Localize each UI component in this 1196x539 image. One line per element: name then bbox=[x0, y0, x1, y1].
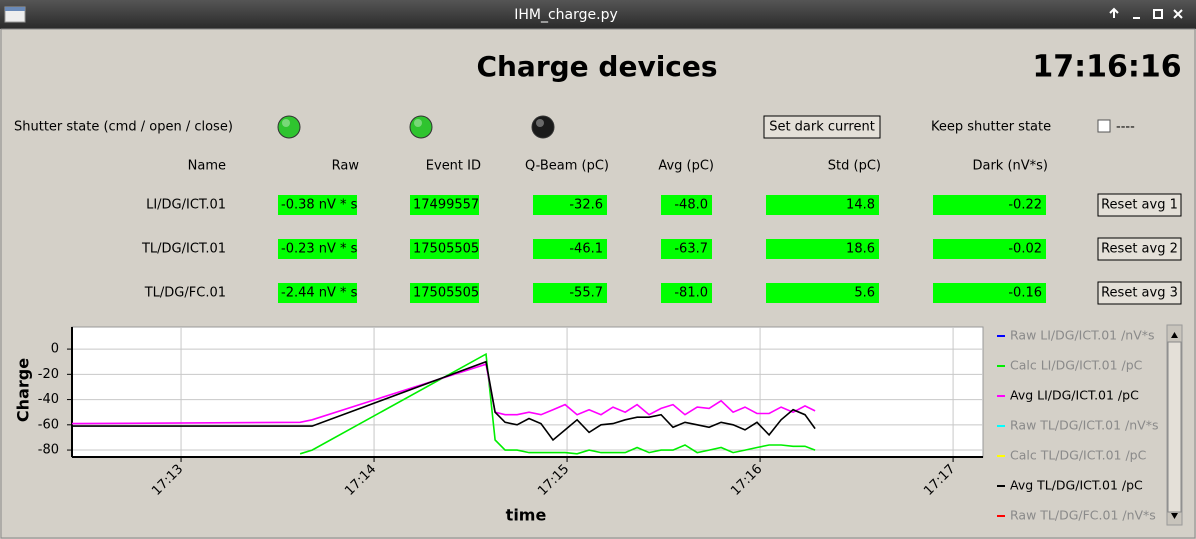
window-icon-bar bbox=[5, 7, 25, 11]
series-line bbox=[299, 352, 816, 455]
value-field bbox=[933, 239, 1046, 259]
legend-entry[interactable]: Avg LI/DG/ICT.01 /pC bbox=[1010, 388, 1139, 403]
window-buttons bbox=[1109, 7, 1183, 19]
value-text: -48.0 bbox=[674, 198, 708, 213]
legend-entry[interactable]: Avg TL/DG/ICT.01 /pC bbox=[1010, 478, 1143, 493]
value-field bbox=[410, 283, 479, 303]
value-text: 14.8 bbox=[846, 198, 875, 213]
reset-button-text[interactable]: Reset avg 1 bbox=[1101, 198, 1178, 213]
y-tick-label: 0 bbox=[51, 342, 59, 357]
clock: 17:16:16 bbox=[1032, 50, 1181, 85]
value-text: -0.22 bbox=[1008, 198, 1042, 213]
column-header: Dark (nV*s) bbox=[972, 159, 1048, 174]
page-title: Charge devices bbox=[476, 50, 717, 83]
button-maximize[interactable] bbox=[1153, 9, 1163, 19]
legend-entry[interactable]: Raw TL/DG/ICT.01 /nV*s bbox=[1010, 418, 1158, 433]
y-tick-label: -20 bbox=[38, 367, 59, 382]
column-header: Std (pC) bbox=[828, 159, 881, 174]
checkbox[interactable] bbox=[1097, 119, 1111, 133]
value-text: 5.6 bbox=[854, 286, 875, 301]
keep-label: Keep shutter state bbox=[931, 120, 1051, 135]
value-text: -0.16 bbox=[1008, 286, 1042, 301]
value-field bbox=[661, 239, 712, 259]
value-text: -81.0 bbox=[674, 286, 708, 301]
value-text: -0.38 nV * s bbox=[281, 198, 358, 213]
led-highlight bbox=[414, 119, 422, 127]
value-text: -0.02 bbox=[1008, 242, 1042, 257]
column-header: Raw bbox=[332, 159, 360, 174]
value-field bbox=[278, 239, 357, 259]
value-text: -0.23 nV * s bbox=[281, 242, 358, 257]
title-bar bbox=[0, 0, 1196, 29]
column-header: Name bbox=[188, 159, 226, 174]
reset-button[interactable] bbox=[1097, 281, 1182, 305]
value-text: -2.44 nV * s bbox=[281, 286, 358, 301]
y-tick-label: -60 bbox=[38, 417, 59, 432]
plot-area bbox=[71, 326, 984, 458]
reset-button-text[interactable]: Reset avg 2 bbox=[1101, 242, 1178, 257]
series-line bbox=[71, 363, 816, 425]
legend bbox=[990, 325, 1165, 525]
legend-entry[interactable]: Calc TL/DG/ICT.01 /pC bbox=[1010, 448, 1147, 463]
led bbox=[409, 115, 433, 139]
reset-button[interactable] bbox=[1097, 237, 1182, 261]
value-field bbox=[661, 195, 712, 215]
y-tick-label: -80 bbox=[38, 443, 59, 458]
led-highlight bbox=[282, 119, 290, 127]
device-name: LI/DG/ICT.01 bbox=[146, 198, 226, 213]
column-header: Q-Beam (pC) bbox=[525, 159, 609, 174]
legend-entry[interactable]: Calc LI/DG/ICT.01 /pC bbox=[1010, 358, 1143, 373]
value-field bbox=[278, 195, 357, 215]
device-name: TL/DG/FC.01 bbox=[144, 286, 226, 301]
value-field bbox=[533, 239, 607, 259]
value-text: 17505505 bbox=[413, 286, 479, 301]
value-text: -46.1 bbox=[569, 242, 603, 257]
window-title: IHM_charge.py bbox=[514, 7, 618, 23]
reset-button[interactable] bbox=[1097, 193, 1182, 217]
button-text[interactable]: Set dark current bbox=[769, 120, 875, 135]
value-field bbox=[410, 195, 479, 215]
device-name: TL/DG/ICT.01 bbox=[141, 242, 226, 257]
column-header: Avg (pC) bbox=[658, 159, 714, 174]
reset-button-text[interactable]: Reset avg 3 bbox=[1101, 286, 1178, 301]
value-field bbox=[533, 283, 607, 303]
value-field bbox=[661, 283, 712, 303]
value-field bbox=[766, 239, 879, 259]
value-field bbox=[766, 283, 879, 303]
value-text: -32.6 bbox=[569, 198, 603, 213]
value-field bbox=[933, 283, 1046, 303]
value-text: 18.6 bbox=[846, 242, 875, 257]
value-field bbox=[766, 195, 879, 215]
value-field bbox=[533, 195, 607, 215]
legend-scrollbar[interactable] bbox=[1166, 324, 1183, 526]
value-field bbox=[278, 283, 357, 303]
value-text: 17499557 bbox=[413, 198, 479, 213]
button-up[interactable] bbox=[1109, 7, 1119, 18]
led bbox=[277, 115, 301, 139]
y-tick-label: -40 bbox=[38, 392, 59, 407]
column-header: Event ID bbox=[426, 159, 481, 174]
button-frame[interactable] bbox=[763, 115, 881, 139]
x-axis-title: time bbox=[506, 506, 547, 525]
button-close[interactable] bbox=[1173, 9, 1183, 19]
value-text: -63.7 bbox=[674, 242, 708, 257]
value-text: 17505505 bbox=[413, 242, 479, 257]
value-field bbox=[933, 195, 1046, 215]
dark-button[interactable]: Set dark current bbox=[763, 115, 881, 139]
led-highlight bbox=[536, 119, 544, 127]
shutter-label: Shutter state (cmd / open / close) bbox=[14, 120, 233, 135]
y-axis-title: Charge bbox=[14, 358, 33, 422]
series-line bbox=[72, 360, 816, 442]
value-text: -55.7 bbox=[569, 286, 603, 301]
scrollbar-thumb[interactable] bbox=[1167, 341, 1182, 513]
led bbox=[531, 115, 555, 139]
value-field bbox=[410, 239, 479, 259]
checkbox-label: ---- bbox=[1116, 120, 1135, 135]
legend-entry[interactable]: Raw TL/DG/FC.01 /nV*s bbox=[1010, 508, 1156, 523]
window-border bbox=[0, 28, 1196, 539]
legend-entry[interactable]: Raw LI/DG/ICT.01 /nV*s bbox=[1010, 328, 1155, 343]
